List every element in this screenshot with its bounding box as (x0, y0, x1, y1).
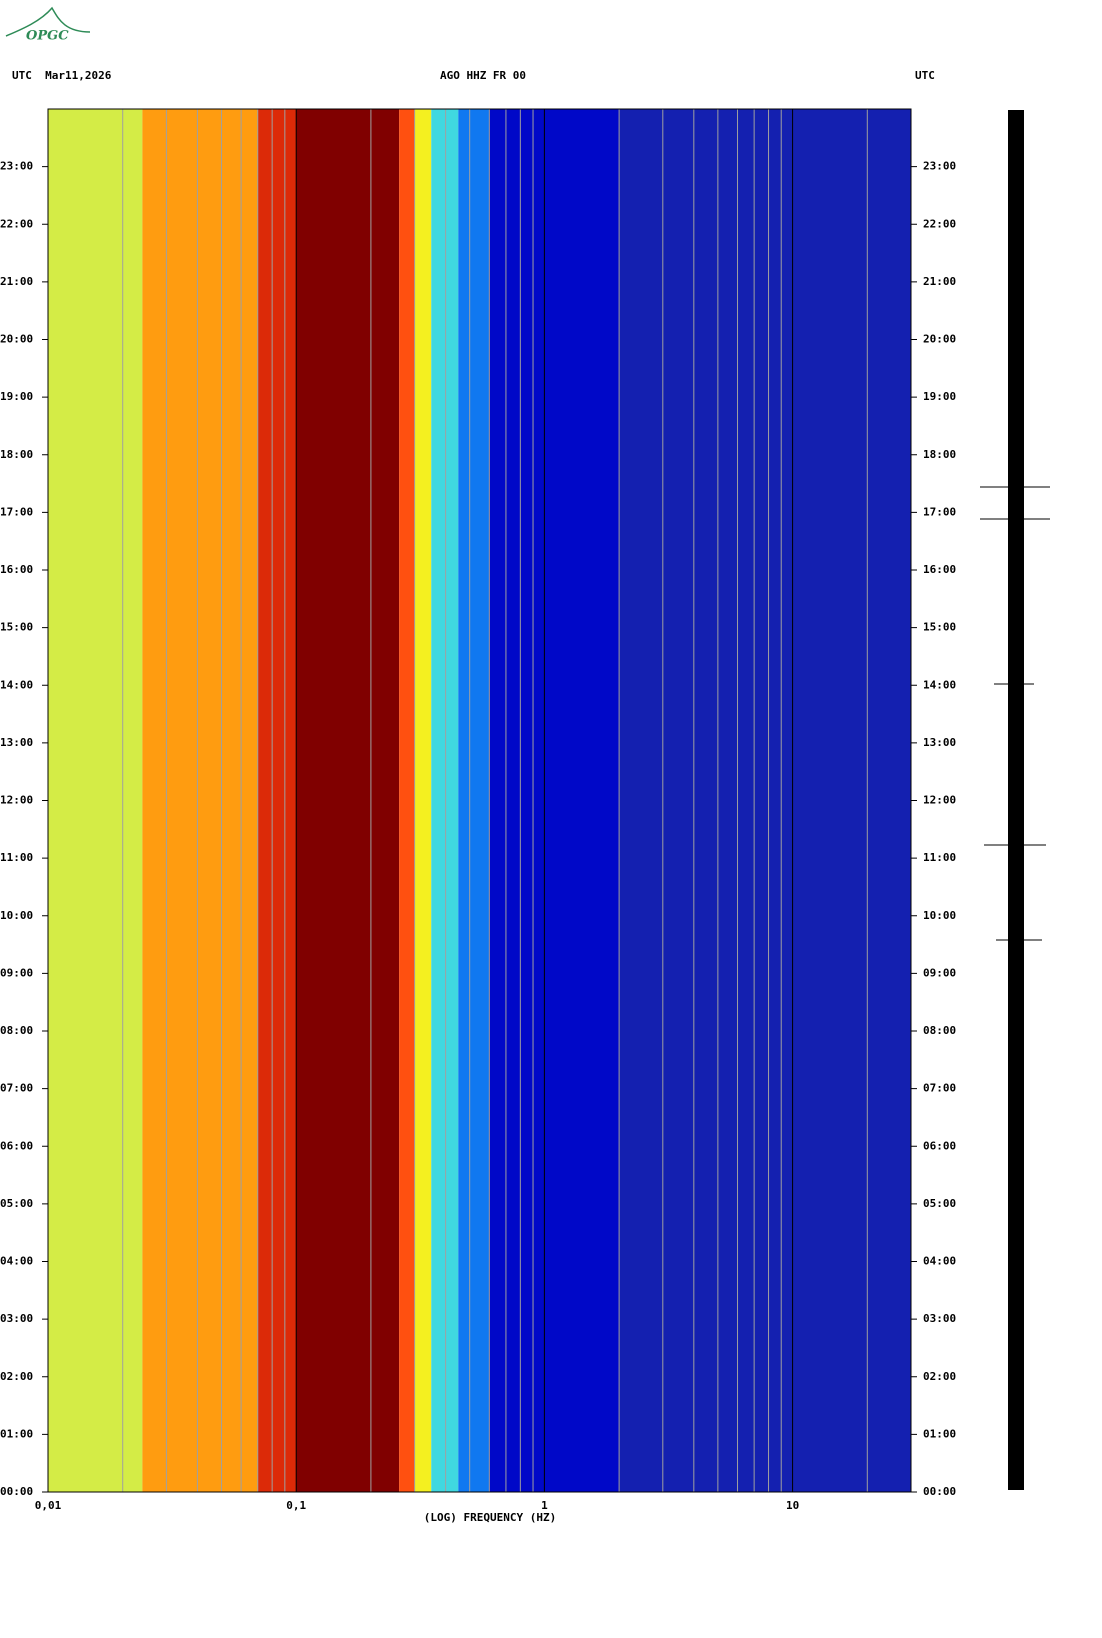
spectral-band (142, 109, 258, 1492)
y-tick-label: 00:00 (923, 1485, 956, 1498)
y-tick-label: 20:00 (0, 333, 33, 346)
y-tick-label: 09:00 (0, 966, 33, 979)
spectral-band (489, 109, 620, 1492)
y-tick-label: 11:00 (0, 851, 33, 864)
y-tick-label: 11:00 (923, 851, 956, 864)
y-tick-label: 08:00 (923, 1024, 956, 1037)
right-header: UTC (915, 69, 935, 82)
spectral-band (619, 109, 911, 1492)
y-tick-label: 16:00 (0, 563, 33, 576)
spectral-band (257, 109, 297, 1492)
y-tick-label: 16:00 (923, 563, 956, 576)
y-tick-label: 04:00 (0, 1255, 33, 1268)
y-tick-label: 07:00 (0, 1082, 33, 1095)
left-header: UTC Mar11,2026 (12, 69, 112, 82)
y-tick-label: 20:00 (923, 333, 956, 346)
y-tick-label: 23:00 (923, 160, 956, 173)
y-tick-label: 22:00 (0, 217, 33, 230)
spectral-band (399, 109, 415, 1492)
y-tick-label: 14:00 (923, 678, 956, 691)
y-tick-label: 12:00 (923, 794, 956, 807)
y-tick-label: 06:00 (0, 1139, 33, 1152)
y-tick-label: 17:00 (0, 505, 33, 518)
y-tick-label: 03:00 (0, 1312, 33, 1325)
y-tick-label: 14:00 (0, 678, 33, 691)
x-axis-label: (LOG) FREQUENCY (HZ) (424, 1511, 556, 1524)
plot-frame (47, 108, 912, 1493)
y-tick-label: 02:00 (923, 1370, 956, 1383)
spectral-band (431, 109, 459, 1492)
y-tick-label: 10:00 (923, 909, 956, 922)
y-tick-label: 23:00 (0, 160, 33, 173)
logo: OPGC (26, 29, 69, 44)
y-tick-label: 19:00 (923, 390, 956, 403)
y-tick-label: 06:00 (923, 1139, 956, 1152)
spectral-band (414, 109, 432, 1492)
y-tick-label: 02:00 (0, 1370, 33, 1383)
y-tick-label: 04:00 (923, 1255, 956, 1268)
y-tick-label: 08:00 (0, 1024, 33, 1037)
logo-curve (5, 6, 91, 37)
y-tick-label: 00:00 (0, 1485, 33, 1498)
spectral-band (458, 109, 490, 1492)
y-tick-label: 05:00 (923, 1197, 956, 1210)
y-tick-label: 15:00 (923, 621, 956, 634)
y-tick-label: 15:00 (0, 621, 33, 634)
y-tick-label: 21:00 (923, 275, 956, 288)
y-tick-label: 12:00 (0, 794, 33, 807)
trace (1008, 110, 1024, 1490)
y-tick-label: 09:00 (923, 966, 956, 979)
y-tick-label: 10:00 (0, 909, 33, 922)
y-tick-label: 21:00 (0, 275, 33, 288)
x-tick-label: 0,1 (286, 1499, 306, 1512)
spectral-band (48, 109, 143, 1492)
y-tick-label: 07:00 (923, 1082, 956, 1095)
y-tick-label: 19:00 (0, 390, 33, 403)
y-tick-label: 01:00 (923, 1427, 956, 1440)
chart-title: AGO HHZ FR 00 (440, 69, 526, 82)
y-tick-label: 22:00 (923, 217, 956, 230)
spectral-band (296, 109, 400, 1492)
seismogram (980, 110, 1050, 1490)
x-tick-label: 1 (541, 1499, 548, 1512)
y-tick-label: 13:00 (0, 736, 33, 749)
y-tick-label: 01:00 (0, 1427, 33, 1440)
y-tick-label: 13:00 (923, 736, 956, 749)
y-tick-label: 17:00 (923, 505, 956, 518)
x-tick-label: 0,01 (35, 1499, 62, 1512)
y-tick-label: 05:00 (0, 1197, 33, 1210)
y-tick-label: 18:00 (923, 448, 956, 461)
y-tick-label: 03:00 (923, 1312, 956, 1325)
y-tick-label: 18:00 (0, 448, 33, 461)
x-tick-label: 10 (786, 1499, 799, 1512)
